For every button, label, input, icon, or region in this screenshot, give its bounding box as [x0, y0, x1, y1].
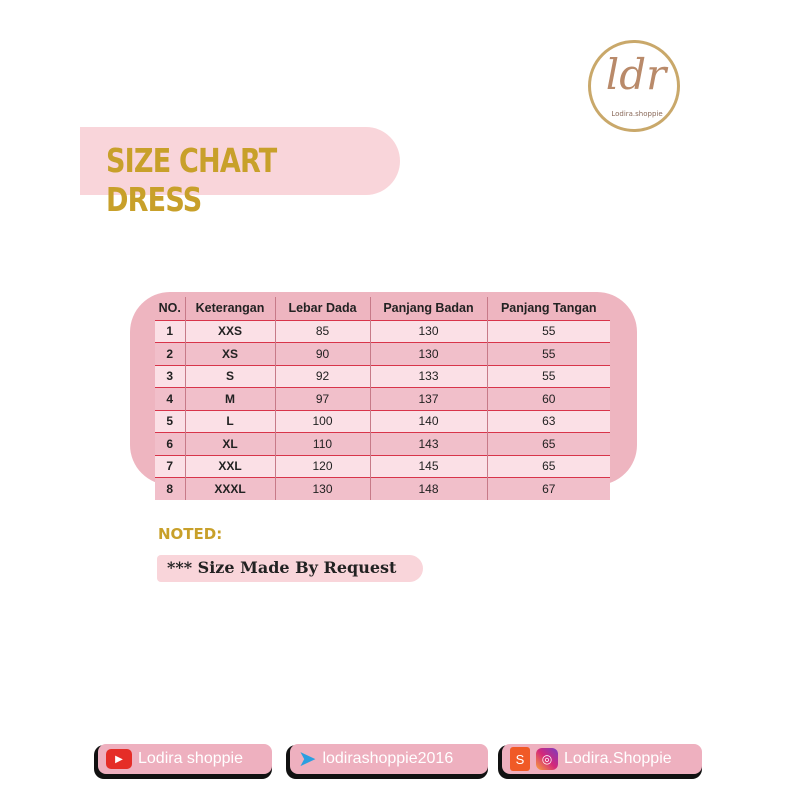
telegram-badge[interactable]: ➤ lodirashoppie2016 [290, 744, 488, 774]
table-row: 5 L 100 140 63 [155, 409, 610, 433]
logo-name: Lodira.shoppie [611, 110, 663, 118]
cell-pt: 55 [486, 342, 610, 365]
header-no: NO. [158, 301, 181, 316]
table-header-row: NO. Keterangan Lebar Dada Panjang Badan … [155, 297, 610, 320]
table-row: 8 XXXL 130 148 67 [155, 477, 610, 500]
table-row: 1 XXS 85 130 55 [155, 319, 610, 343]
youtube-badge[interactable]: ▶ Lodira shoppie [98, 744, 272, 774]
cell-pt: 67 [486, 477, 610, 500]
cell-ld: 92 [274, 364, 370, 388]
cell-pt: 60 [486, 387, 610, 410]
youtube-icon: ▶ [106, 749, 132, 769]
table-row: 3 S 92 133 55 [155, 364, 610, 388]
cell-pb: 148 [369, 477, 487, 500]
cell-pb: 145 [369, 454, 487, 478]
cell-ket: S [184, 364, 275, 388]
cell-ket: M [184, 387, 275, 410]
cell-no: 3 [155, 364, 185, 388]
cell-ket: XXL [184, 454, 275, 478]
cell-ket: XXS [184, 319, 275, 343]
header-keterangan: Keterangan [184, 297, 275, 320]
cell-pb: 130 [369, 319, 487, 343]
instagram-label: Lodira.Shoppie [564, 750, 672, 767]
header-panjang-badan: Panjang Badan [369, 297, 487, 320]
shopee-instagram-badge[interactable]: S ◎ Lodira.Shoppie [502, 744, 702, 774]
table-row: 7 XXL 120 145 65 [155, 454, 610, 478]
cell-no: 7 [155, 454, 185, 478]
cell-no: 5 [155, 409, 185, 433]
cell-ket: XL [184, 432, 275, 455]
cell-no: 2 [155, 342, 185, 365]
size-chart-table: NO. Keterangan Lebar Dada Panjang Badan … [155, 297, 610, 500]
cell-ket: XS [184, 342, 275, 365]
cell-pb: 137 [369, 387, 487, 410]
cell-ket: L [184, 409, 275, 433]
cell-pb: 133 [369, 364, 487, 388]
telegram-icon: ➤ [298, 746, 317, 771]
cell-ld: 85 [274, 319, 370, 343]
table-row: 6 XL 110 143 65 [155, 432, 610, 455]
cell-pb: 143 [369, 432, 487, 455]
shopee-icon: S [510, 747, 530, 771]
cell-pt: 65 [486, 454, 610, 478]
cell-ld: 110 [274, 432, 370, 455]
cell-no: 1 [155, 319, 185, 343]
instagram-icon: ◎ [536, 748, 558, 770]
noted-text: *** Size Made By Request [157, 555, 423, 582]
cell-pb: 140 [369, 409, 487, 433]
logo-monogram: ldr [605, 50, 667, 99]
noted-label: NOTED: [158, 525, 223, 543]
telegram-label: lodirashoppie2016 [322, 750, 454, 767]
page-title: SIZE CHART DRESS [106, 141, 277, 219]
cell-ld: 130 [274, 477, 370, 500]
cell-pb: 130 [369, 342, 487, 365]
cell-ket: XXXL [184, 477, 275, 500]
brand-logo: ldr Lodira.shoppie [582, 22, 690, 140]
cell-pt: 55 [486, 364, 610, 388]
cell-pt: 63 [486, 409, 610, 433]
cell-ld: 97 [274, 387, 370, 410]
table-row: 4 M 97 137 60 [155, 387, 610, 410]
cell-no: 4 [155, 387, 185, 410]
logo-ring [588, 40, 680, 132]
cell-no: 6 [155, 432, 185, 455]
cell-no: 8 [155, 477, 185, 500]
cell-ld: 120 [274, 454, 370, 478]
header-lebar-dada: Lebar Dada [274, 297, 370, 320]
youtube-label: Lodira shoppie [138, 750, 243, 767]
cell-pt: 55 [486, 319, 610, 343]
cell-pt: 65 [486, 432, 610, 455]
cell-ld: 90 [274, 342, 370, 365]
header-panjang-tangan: Panjang Tangan [486, 297, 610, 320]
table-row: 2 XS 90 130 55 [155, 342, 610, 365]
cell-ld: 100 [274, 409, 370, 433]
title-banner: SIZE CHART DRESS [80, 127, 400, 219]
